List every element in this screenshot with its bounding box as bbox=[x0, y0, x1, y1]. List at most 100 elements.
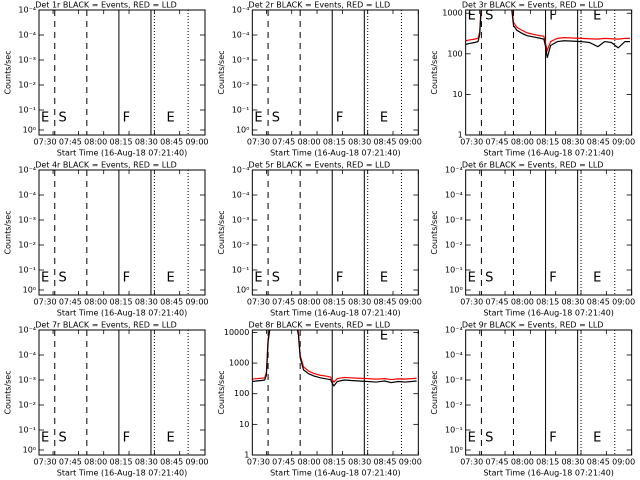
x-tick-label: 07:45 bbox=[272, 138, 295, 147]
annotation: F bbox=[336, 111, 343, 126]
x-tick-label: 07:30 bbox=[460, 458, 483, 467]
y-tick-label: 10⁻⁴ bbox=[445, 351, 463, 360]
y-tick-label: 10⁻² bbox=[18, 81, 36, 90]
x-tick-label: 08:15 bbox=[110, 138, 133, 147]
x-tick-label: 08:15 bbox=[323, 138, 346, 147]
y-tick-label: 10⁰ bbox=[23, 286, 36, 295]
y-tick-label: 10⁻⁴ bbox=[232, 31, 250, 40]
x-tick-label: 08:15 bbox=[110, 298, 133, 307]
plot-area bbox=[480, 170, 616, 295]
y-tick-label: 10⁻² bbox=[18, 401, 36, 410]
x-tick-label: 07:45 bbox=[59, 458, 82, 467]
panel: Det 3r BLACK = Events, RED = LLD Start Ti… bbox=[430, 1, 635, 158]
y-tick-label: 10⁻³ bbox=[18, 216, 36, 225]
annotation: F bbox=[549, 9, 556, 24]
x-axis-label: Start Time (16-Aug-18 07:21:40) bbox=[270, 149, 401, 158]
annotation: F bbox=[123, 271, 130, 286]
x-tick-label: 08:45 bbox=[373, 298, 396, 307]
y-tick-label: 10⁰ bbox=[449, 286, 462, 295]
panel: Det 6r BLACK = Events, RED = LLD Start Ti… bbox=[430, 161, 635, 318]
y-axis-label: Counts/sec bbox=[217, 210, 226, 254]
x-tick-label: 07:45 bbox=[59, 138, 82, 147]
x-axis-label: Start Time (16-Aug-18 07:21:40) bbox=[57, 149, 188, 158]
y-tick-label: 10⁻² bbox=[445, 241, 463, 250]
x-tick-label: 08:00 bbox=[298, 298, 321, 307]
annotation: S bbox=[58, 271, 66, 286]
chart-title: Det 6r BLACK = Events, RED = LLD bbox=[462, 161, 604, 170]
annotation: E bbox=[41, 271, 49, 286]
x-tick-label: 08:45 bbox=[160, 458, 183, 467]
plot-area bbox=[267, 170, 402, 295]
panel: Det 7r BLACK = Events, RED = LLD Start Ti… bbox=[4, 321, 209, 478]
x-tick-label: 08:15 bbox=[536, 138, 559, 147]
y-tick-label: 10⁻³ bbox=[445, 216, 463, 225]
y-axis-label: Counts/sec bbox=[4, 370, 13, 414]
annotation: F bbox=[336, 271, 343, 286]
x-tick-label: 09:00 bbox=[185, 458, 208, 467]
y-axis-label: Counts/sec bbox=[4, 50, 13, 94]
plot-frame bbox=[251, 329, 419, 456]
annotation: E bbox=[166, 271, 174, 286]
y-tick-label: 10⁻³ bbox=[445, 376, 463, 385]
x-tick-label: 09:00 bbox=[185, 138, 208, 147]
x-axis-label: Start Time (16-Aug-18 07:21:40) bbox=[483, 469, 614, 478]
annotation: E bbox=[380, 271, 388, 286]
plot-frame bbox=[251, 9, 419, 136]
annotation: E bbox=[468, 9, 476, 24]
y-axis-label: Counts/sec bbox=[430, 210, 439, 254]
x-tick-label: 08:45 bbox=[587, 138, 610, 147]
x-tick-label: 08:15 bbox=[536, 458, 559, 467]
plot-frame bbox=[38, 329, 206, 456]
plot-area bbox=[465, 10, 630, 135]
x-tick-label: 07:30 bbox=[460, 298, 483, 307]
annotation: E bbox=[468, 271, 476, 286]
series-line bbox=[465, 10, 630, 58]
x-tick-label: 07:30 bbox=[34, 298, 57, 307]
plot-frame bbox=[465, 169, 633, 296]
plot-area bbox=[54, 330, 189, 455]
annotation: S bbox=[58, 431, 66, 446]
x-tick-label: 08:00 bbox=[511, 458, 534, 467]
chart-title: Det 3r BLACK = Events, RED = LLD bbox=[462, 1, 604, 10]
y-tick-label: 10⁻¹ bbox=[445, 266, 463, 275]
y-tick-label: 10⁻² bbox=[232, 241, 250, 250]
x-tick-label: 08:30 bbox=[348, 458, 371, 467]
x-tick-label: 08:30 bbox=[348, 138, 371, 147]
annotation: E bbox=[593, 9, 601, 24]
y-tick-label: 1000 bbox=[229, 359, 249, 368]
chart-title: Det 1r BLACK = Events, RED = LLD bbox=[35, 1, 177, 10]
x-tick-label: 09:00 bbox=[399, 298, 422, 307]
annotation: S bbox=[58, 111, 66, 126]
plot-area bbox=[54, 10, 189, 135]
annotation: E bbox=[166, 111, 174, 126]
chart-title: Det 7r BLACK = Events, RED = LLD bbox=[35, 321, 177, 330]
x-axis-label: Start Time (16-Aug-18 07:21:40) bbox=[270, 309, 401, 318]
x-tick-label: 08:45 bbox=[160, 298, 183, 307]
x-tick-label: 08:30 bbox=[135, 138, 158, 147]
x-tick-label: 09:00 bbox=[399, 138, 422, 147]
x-tick-label: 07:45 bbox=[486, 298, 509, 307]
annotation: S bbox=[485, 431, 493, 446]
x-tick-label: 08:30 bbox=[348, 298, 371, 307]
x-tick-label: 08:45 bbox=[160, 138, 183, 147]
annotation: S bbox=[485, 271, 493, 286]
plot-frame bbox=[465, 329, 633, 456]
plot-frame bbox=[38, 9, 206, 136]
x-axis-label: Start Time (16-Aug-18 07:21:40) bbox=[57, 469, 188, 478]
x-tick-label: 07:45 bbox=[272, 298, 295, 307]
x-tick-label: 08:45 bbox=[373, 458, 396, 467]
chart-title: Det 9r BLACK = Events, RED = LLD bbox=[462, 321, 604, 330]
y-tick-label: 10 bbox=[239, 420, 249, 429]
y-axis-label: Counts/sec bbox=[217, 370, 226, 414]
annotation: E bbox=[593, 431, 601, 446]
annotation: E bbox=[254, 111, 262, 126]
x-tick-label: 08:00 bbox=[298, 138, 321, 147]
plot-area bbox=[267, 10, 402, 135]
x-tick-label: 08:15 bbox=[110, 458, 133, 467]
y-tick-label: 10⁻¹ bbox=[232, 106, 250, 115]
y-tick-label: 10⁻⁴ bbox=[232, 191, 250, 200]
x-tick-label: 08:30 bbox=[135, 458, 158, 467]
y-tick-label: 10⁻² bbox=[445, 401, 463, 410]
x-tick-label: 08:15 bbox=[536, 298, 559, 307]
y-tick-label: 10⁻⁴ bbox=[232, 6, 250, 15]
